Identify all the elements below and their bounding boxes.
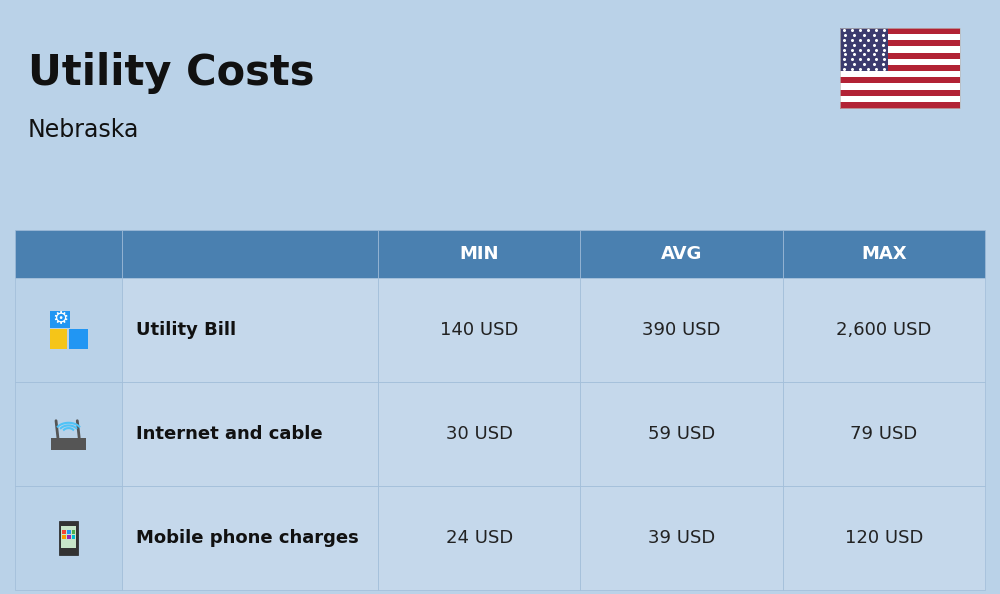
Text: 120 USD: 120 USD (845, 529, 923, 547)
Text: 79 USD: 79 USD (850, 425, 917, 443)
Bar (840, 96, 960, 102)
Bar (67, 530, 71, 534)
Bar (783, 486, 985, 590)
Text: Utility Bill: Utility Bill (136, 321, 236, 339)
Bar (69, 329, 88, 349)
Bar (840, 59, 960, 65)
Bar (840, 28, 960, 34)
Bar (67, 535, 71, 539)
Bar (15, 486, 122, 590)
Bar (840, 65, 960, 71)
Bar (783, 278, 985, 382)
Bar (50, 329, 67, 349)
Bar (378, 382, 580, 486)
Text: ⚙: ⚙ (52, 310, 68, 328)
Bar (840, 40, 960, 47)
Bar (59, 522, 78, 555)
Text: Mobile phone charges: Mobile phone charges (136, 529, 359, 547)
Bar (580, 382, 783, 486)
Bar (580, 486, 783, 590)
Text: 30 USD: 30 USD (446, 425, 513, 443)
Bar (122, 230, 378, 278)
Bar (840, 34, 960, 41)
Text: 24 USD: 24 USD (446, 529, 513, 547)
Bar (72, 530, 75, 534)
Text: MAX: MAX (861, 245, 907, 263)
Bar (783, 382, 985, 486)
Text: 39 USD: 39 USD (648, 529, 715, 547)
Bar (840, 77, 960, 84)
Bar (15, 278, 122, 382)
Text: 2,600 USD: 2,600 USD (836, 321, 932, 339)
Bar (783, 230, 985, 278)
Bar (15, 382, 122, 486)
Text: 390 USD: 390 USD (642, 321, 721, 339)
Bar (51, 438, 86, 450)
Bar (62, 535, 66, 539)
Bar (62, 530, 66, 534)
Bar (15, 230, 122, 278)
Bar (840, 28, 888, 71)
Text: Utility Costs: Utility Costs (28, 52, 314, 94)
Bar (378, 278, 580, 382)
Bar (840, 90, 960, 96)
Text: MIN: MIN (459, 245, 499, 263)
Bar (72, 535, 75, 539)
Bar (122, 486, 378, 590)
Text: 59 USD: 59 USD (648, 425, 715, 443)
Bar (840, 28, 960, 108)
Bar (122, 278, 378, 382)
Bar (122, 382, 378, 486)
Bar (50, 311, 70, 328)
Bar (840, 46, 960, 53)
Bar (840, 71, 960, 78)
Bar (580, 278, 783, 382)
Text: Nebraska: Nebraska (28, 118, 139, 142)
Bar (61, 526, 76, 548)
Bar (840, 102, 960, 109)
Text: 140 USD: 140 USD (440, 321, 518, 339)
Text: AVG: AVG (661, 245, 702, 263)
Bar (378, 486, 580, 590)
Bar (840, 53, 960, 59)
Bar (378, 230, 580, 278)
Bar (580, 230, 783, 278)
Bar (840, 83, 960, 90)
Text: Internet and cable: Internet and cable (136, 425, 323, 443)
